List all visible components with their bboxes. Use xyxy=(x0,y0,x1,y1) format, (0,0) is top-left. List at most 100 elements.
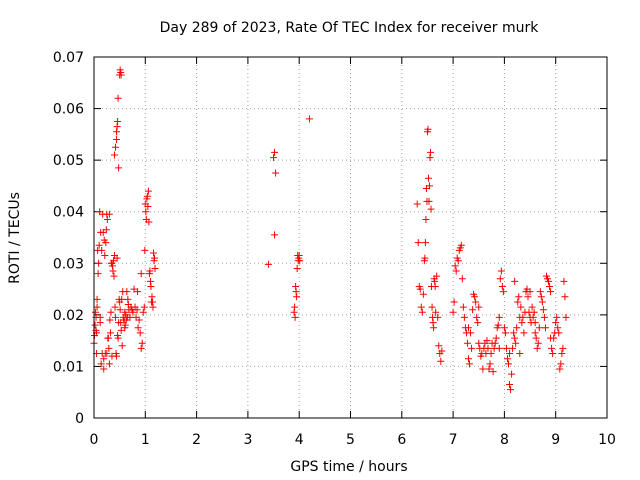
data-point xyxy=(486,360,494,368)
data-point xyxy=(433,272,441,280)
data-point xyxy=(102,226,110,234)
data-point xyxy=(452,267,460,275)
data-point xyxy=(536,288,544,296)
data-point xyxy=(305,115,313,123)
data-point xyxy=(545,277,553,285)
data-point xyxy=(422,215,430,223)
data-point xyxy=(296,257,304,265)
data-point xyxy=(107,308,115,316)
data-point xyxy=(501,329,509,337)
data-point xyxy=(460,313,468,321)
grid-lines xyxy=(94,57,607,418)
data-point xyxy=(291,303,299,311)
data-point xyxy=(541,324,549,332)
data-point xyxy=(140,303,148,311)
data-point xyxy=(473,313,481,321)
data-points xyxy=(90,66,570,394)
data-point xyxy=(148,298,156,306)
data-point xyxy=(531,329,539,337)
data-point xyxy=(95,241,103,249)
data-point xyxy=(112,143,120,151)
data-point xyxy=(129,308,137,316)
data-point xyxy=(520,329,528,337)
data-point xyxy=(115,164,123,172)
data-point xyxy=(93,295,101,303)
data-point xyxy=(106,316,114,324)
data-point xyxy=(526,288,534,296)
x-tick-label: 3 xyxy=(243,432,252,448)
data-point xyxy=(108,352,116,360)
data-point xyxy=(431,282,439,290)
data-point xyxy=(554,324,562,332)
data-point xyxy=(126,313,134,321)
data-point xyxy=(483,337,491,345)
data-point xyxy=(109,267,117,275)
data-point xyxy=(498,282,506,290)
plot-frame xyxy=(93,56,608,419)
data-point xyxy=(270,154,278,162)
data-point xyxy=(552,319,560,327)
data-point xyxy=(562,313,570,321)
data-point xyxy=(513,324,521,332)
data-point xyxy=(292,282,300,290)
y-tick-label: 0.05 xyxy=(53,153,84,169)
data-point xyxy=(497,267,505,275)
x-tick-label: 7 xyxy=(449,432,458,448)
data-point xyxy=(492,334,500,342)
data-point xyxy=(449,308,457,316)
chart-title: Day 289 of 2023, Rate Of TEC Index for r… xyxy=(160,20,540,36)
data-point xyxy=(534,339,542,347)
data-point xyxy=(102,239,110,247)
y-tick-label: 0.04 xyxy=(53,205,84,221)
data-point xyxy=(548,344,556,352)
data-point xyxy=(479,365,487,373)
data-point xyxy=(113,128,121,136)
x-tick-label: 5 xyxy=(346,432,355,448)
data-point xyxy=(540,313,548,321)
data-point xyxy=(558,350,566,358)
data-point xyxy=(511,277,519,285)
data-point xyxy=(506,350,514,358)
data-point xyxy=(531,319,539,327)
data-point xyxy=(137,344,145,352)
data-point xyxy=(117,326,125,334)
data-point xyxy=(101,252,109,260)
data-point xyxy=(96,319,104,327)
data-point xyxy=(471,293,479,301)
data-point xyxy=(495,344,503,352)
data-point xyxy=(519,313,527,321)
data-point xyxy=(502,344,510,352)
data-point xyxy=(537,293,545,301)
data-point xyxy=(514,298,522,306)
data-point xyxy=(530,308,538,316)
data-point xyxy=(437,357,445,365)
data-point xyxy=(547,288,555,296)
data-point xyxy=(464,324,472,332)
data-point xyxy=(117,71,125,79)
data-point xyxy=(417,303,425,311)
data-point xyxy=(103,350,111,358)
data-point xyxy=(105,360,113,368)
data-point xyxy=(472,298,480,306)
data-point xyxy=(118,342,126,350)
data-point xyxy=(553,313,561,321)
y-axis-title: ROTI / TECUs xyxy=(7,192,23,284)
data-point xyxy=(509,344,517,352)
y-tick-label: 0.01 xyxy=(53,359,84,375)
data-point xyxy=(111,303,119,311)
data-point xyxy=(106,329,114,337)
data-point xyxy=(430,324,438,332)
data-point xyxy=(464,355,472,363)
y-tick-label: 0.03 xyxy=(53,256,84,272)
data-point xyxy=(512,339,520,347)
data-point xyxy=(450,298,458,306)
data-point xyxy=(149,303,157,311)
data-point xyxy=(533,344,541,352)
x-tick-label: 2 xyxy=(192,432,201,448)
data-point xyxy=(507,386,515,394)
data-point xyxy=(466,360,474,368)
data-point xyxy=(424,125,432,133)
data-point xyxy=(151,264,159,272)
data-point xyxy=(105,210,113,218)
data-point xyxy=(135,316,143,324)
